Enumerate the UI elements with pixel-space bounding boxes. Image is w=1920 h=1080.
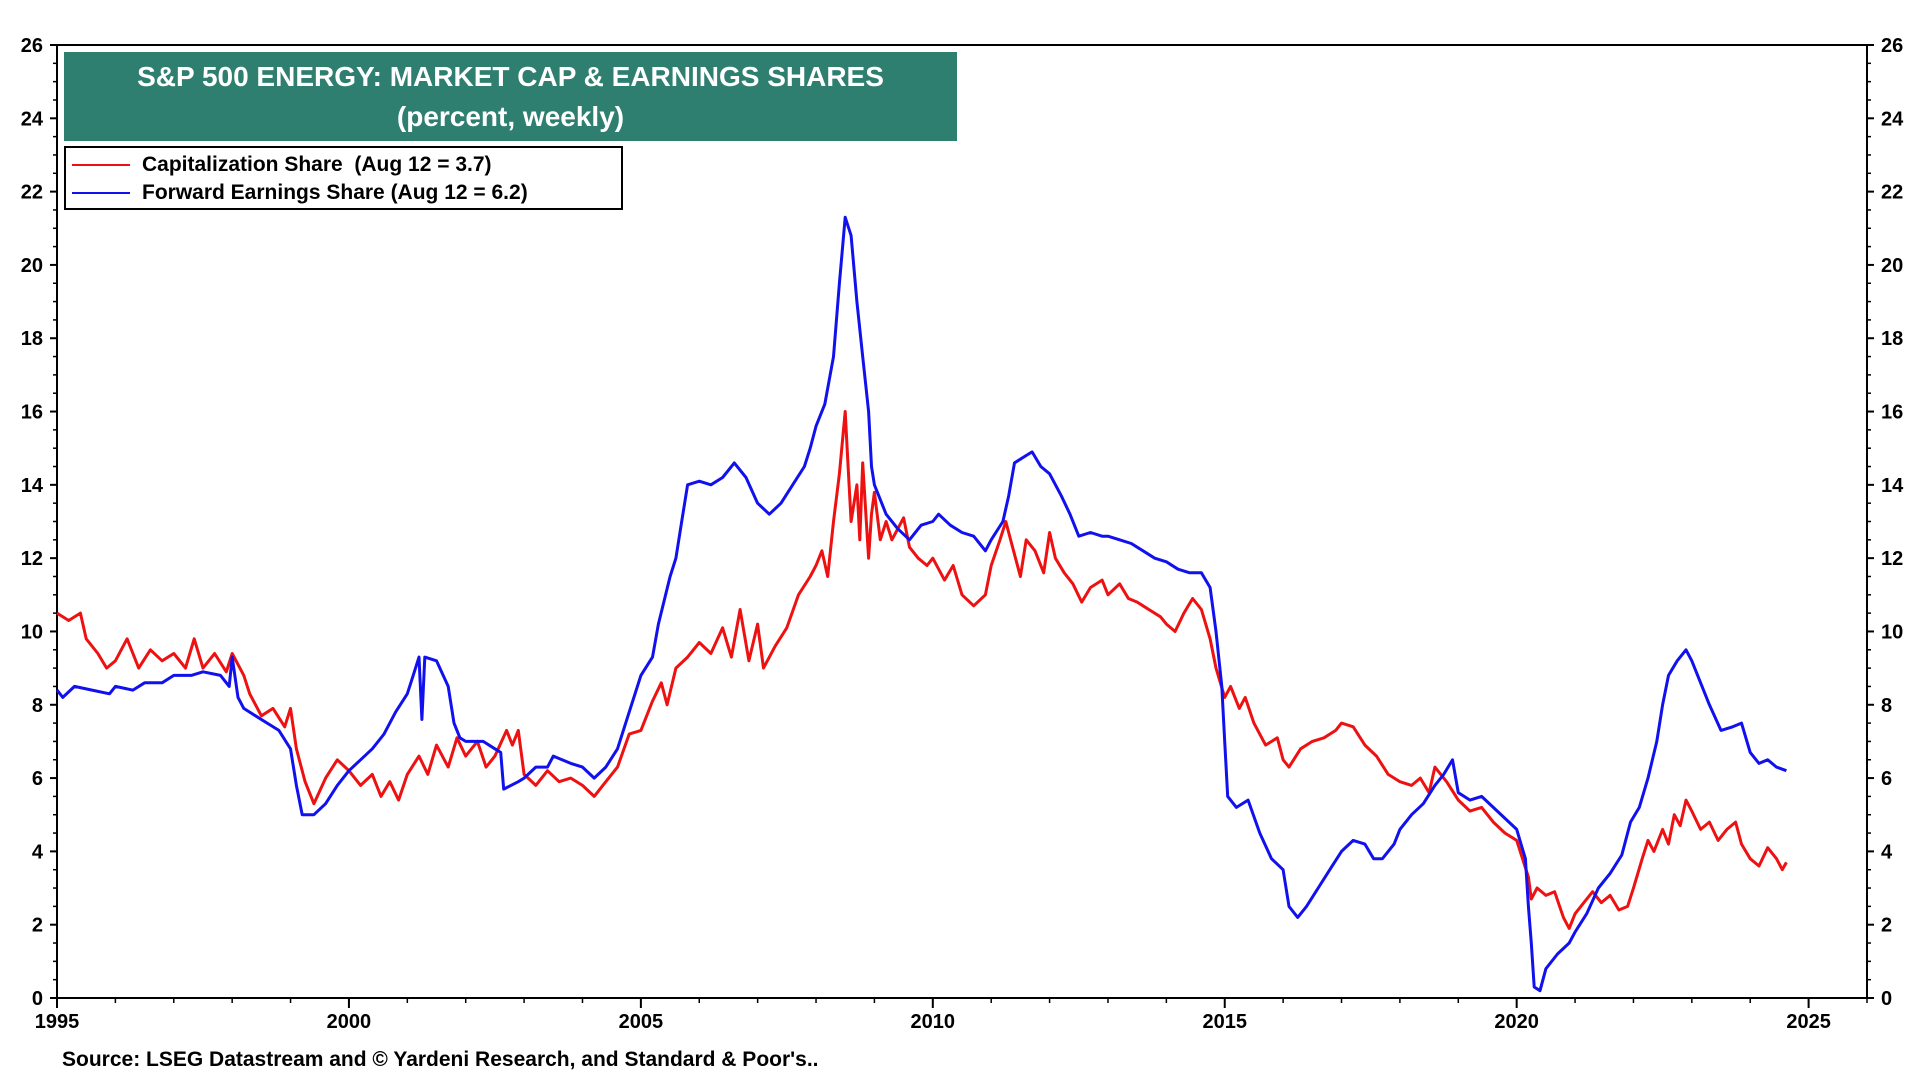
x-tick-label: 2000	[327, 1011, 372, 1033]
chart-subtitle: (percent, weekly)	[396, 101, 625, 132]
y-tick-label-left: 18	[21, 328, 43, 350]
y-tick-label-right: 24	[1881, 108, 1904, 130]
y-tick-label-right: 22	[1881, 182, 1903, 204]
x-tick-label: 2020	[1494, 1011, 1539, 1033]
y-tick-label-left: 22	[21, 182, 43, 204]
y-tick-label-right: 16	[1881, 402, 1903, 424]
chart-title: S&P 500 ENERGY: MARKET CAP & EARNINGS SH…	[137, 61, 884, 92]
y-tick-label-right: 2	[1881, 915, 1892, 937]
legend-swatch-capitalization	[72, 164, 130, 166]
chart-title-box: S&P 500 ENERGY: MARKET CAP & EARNINGS SH…	[64, 52, 957, 141]
y-tick-label-right: 4	[1881, 841, 1893, 863]
y-tick-label-right: 0	[1881, 988, 1892, 1010]
y-tick-label-left: 4	[32, 841, 44, 863]
y-tick-label-left: 12	[21, 548, 43, 570]
legend-swatch-forward-earnings	[72, 192, 130, 194]
minor-ticks	[53, 62, 1871, 1003]
legend: Capitalization Share (Aug 12 = 3.7) Forw…	[64, 146, 623, 210]
y-tick-label-left: 10	[21, 621, 43, 643]
y-tick-label-right: 10	[1881, 621, 1903, 643]
x-tick-label: 2005	[619, 1011, 664, 1033]
y-tick-label-left: 2	[32, 915, 43, 937]
capitalization-share-line	[56, 410, 1788, 930]
y-tick-label-right: 18	[1881, 328, 1903, 350]
y-tick-label-right: 20	[1881, 255, 1903, 277]
y-tick-label-left: 24	[21, 108, 44, 130]
y-tick-label-left: 26	[21, 35, 43, 57]
y-tick-label-left: 16	[21, 402, 43, 424]
legend-label-forward-earnings: Forward Earnings Share (Aug 12 = 6.2)	[142, 181, 528, 204]
y-tick-label-right: 14	[1881, 475, 1904, 497]
y-tick-label-right: 26	[1881, 35, 1903, 57]
y-tick-label-right: 6	[1881, 768, 1892, 790]
legend-item-forward-earnings: Forward Earnings Share (Aug 12 = 6.2)	[72, 179, 528, 207]
legend-item-capitalization: Capitalization Share (Aug 12 = 3.7)	[72, 151, 492, 179]
y-tick-label-left: 0	[32, 988, 43, 1010]
y-tick-label-left: 20	[21, 255, 43, 277]
y-tick-label-left: 6	[32, 768, 43, 790]
x-tick-label: 2015	[1202, 1011, 1247, 1033]
y-tick-label-right: 8	[1881, 695, 1892, 717]
legend-label-capitalization: Capitalization Share (Aug 12 = 3.7)	[142, 153, 492, 176]
x-tick-label: 2025	[1786, 1011, 1831, 1033]
x-tick-label: 1995	[35, 1011, 80, 1033]
x-axis: 1995 2000 2005 2010 2015 2020 2025	[35, 998, 1831, 1033]
source-note: Source: LSEG Datastream and © Yardeni Re…	[62, 1048, 819, 1071]
forward-earnings-share-line	[55, 215, 1787, 993]
y-tick-label-left: 8	[32, 695, 43, 717]
series-layer	[55, 215, 1788, 993]
y-tick-label-left: 14	[21, 475, 44, 497]
x-tick-label: 2010	[911, 1011, 956, 1033]
y-tick-label-right: 12	[1881, 548, 1903, 570]
